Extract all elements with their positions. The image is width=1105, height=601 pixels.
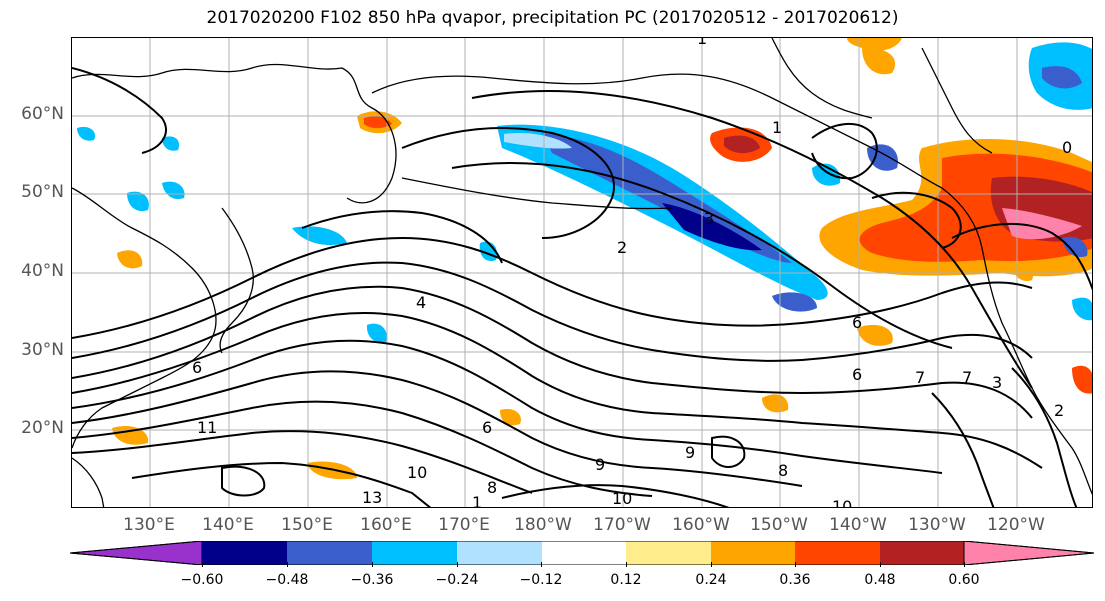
contour-label: 13 — [362, 488, 382, 507]
lat-label-20n: 20°N — [21, 418, 64, 438]
lon-label-130e: 130°E — [123, 515, 175, 535]
colorbar-segment — [795, 541, 880, 565]
contour-label: 2 — [1054, 401, 1064, 420]
lon-label-160w: 160°W — [672, 515, 730, 535]
lat-label-50n: 50°N — [21, 182, 64, 202]
contour-label: 6 — [482, 418, 492, 437]
colorbar-outline — [70, 541, 1095, 565]
colorbar-segment — [880, 541, 964, 565]
colorbar-tick-label: −0.48 — [265, 572, 309, 588]
lon-label-180w: 180°W — [514, 515, 572, 535]
contour-label: 9 — [595, 455, 605, 474]
colorbar-tick-mark — [541, 562, 542, 567]
contour-label: 0 — [1062, 138, 1072, 157]
colorbar-tick-mark — [287, 562, 288, 567]
contour-label: 11 — [197, 418, 217, 437]
lat-label-60n: 60°N — [21, 104, 64, 124]
map-canvas: 1 1 2 3 4 6 6 6 7 8 9 9 10 10 10 11 13 1… — [72, 38, 1092, 508]
colorbar-tick-label: −0.60 — [180, 572, 224, 588]
contour-label: 6 — [192, 358, 202, 377]
lon-label-170e: 170°E — [438, 515, 490, 535]
shaded-precip-patches — [77, 38, 1092, 480]
contour-label: 1 — [697, 38, 707, 48]
contour-label: 3 — [704, 209, 714, 228]
contour-label: 9 — [685, 443, 695, 462]
colorbar-segment — [202, 541, 287, 565]
colorbar-tick-label: −0.36 — [350, 572, 394, 588]
lon-label-150w: 150°W — [750, 515, 808, 535]
contour-label: 8 — [487, 478, 497, 497]
contour-label-group: 1 1 2 3 4 6 6 6 7 8 9 9 10 10 10 11 13 1… — [192, 38, 1072, 508]
colorbar-tick-label: 0.48 — [864, 572, 896, 588]
colorbar-tick-label: −0.24 — [435, 572, 479, 588]
colorbar-tick-label: 0.12 — [610, 572, 642, 588]
contour-label: 4 — [416, 293, 426, 312]
colorbar-tick-mark — [202, 562, 203, 567]
colorbar — [70, 541, 1095, 565]
colorbar-tick-mark — [711, 562, 712, 567]
colorbar-tick-label: 0.36 — [779, 572, 811, 588]
colorbar-segment — [542, 541, 626, 565]
lon-label-160e: 160°E — [360, 515, 412, 535]
colorbar-segment — [711, 541, 795, 565]
contour-label: 10 — [612, 489, 632, 508]
contour-label: 7 — [962, 368, 972, 387]
colorbar-tick-mark — [372, 562, 373, 567]
map-panel: 1 1 2 3 4 6 6 6 7 8 9 9 10 10 10 11 13 1… — [71, 37, 1093, 508]
lat-label-40n: 40°N — [21, 261, 64, 281]
colorbar-segment — [372, 541, 457, 565]
lon-label-120w: 120°W — [987, 515, 1045, 535]
graticule — [72, 38, 1092, 507]
contour-label: 8 — [778, 461, 788, 480]
contour-label: 10 — [407, 463, 427, 482]
colorbar-tick-mark — [795, 562, 796, 567]
colorbar-tick-mark — [880, 562, 881, 567]
lon-label-150e: 150°E — [281, 515, 333, 535]
contour-label: 6 — [852, 313, 862, 332]
contour-label: 7 — [915, 368, 925, 387]
contour-label: 6 — [852, 365, 862, 384]
colorbar-segment — [70, 541, 203, 565]
lon-label-170w: 170°W — [593, 515, 651, 535]
colorbar-tick-mark — [626, 562, 627, 567]
contour-label: 2 — [617, 238, 627, 257]
contour-label: 1 — [772, 118, 782, 137]
colorbar-segment — [626, 541, 711, 565]
colorbar-segment — [963, 541, 1095, 565]
contour-label: 10 — [832, 497, 852, 508]
contour-label: 3 — [992, 373, 1002, 392]
colorbar-segment — [287, 541, 372, 565]
coastlines — [72, 38, 1092, 507]
colorbar-segment — [457, 541, 542, 565]
lat-label-30n: 30°N — [21, 340, 64, 360]
colorbar-tick-label: 0.24 — [695, 572, 727, 588]
lon-label-140e: 140°E — [202, 515, 254, 535]
map-title: 2017020200 F102 850 hPa qvapor, precipit… — [206, 8, 899, 28]
contour-label: 1 — [472, 493, 482, 508]
colorbar-tick-label: 0.60 — [948, 572, 980, 588]
colorbar-tick-label: −0.12 — [519, 572, 563, 588]
qvapor-contours — [72, 67, 1092, 507]
colorbar-tick-mark — [964, 562, 965, 567]
lon-label-140w: 140°W — [829, 515, 887, 535]
colorbar-tick-mark — [457, 562, 458, 567]
lon-label-130w: 130°W — [908, 515, 966, 535]
